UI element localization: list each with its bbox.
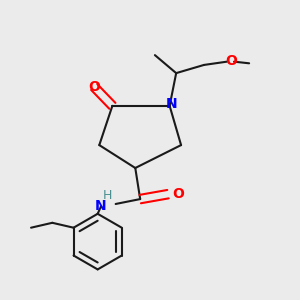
Text: N: N	[166, 97, 177, 111]
Text: O: O	[225, 54, 237, 68]
Text: O: O	[88, 80, 100, 94]
Text: H: H	[103, 189, 112, 202]
Text: O: O	[172, 187, 184, 201]
Text: N: N	[95, 199, 107, 213]
